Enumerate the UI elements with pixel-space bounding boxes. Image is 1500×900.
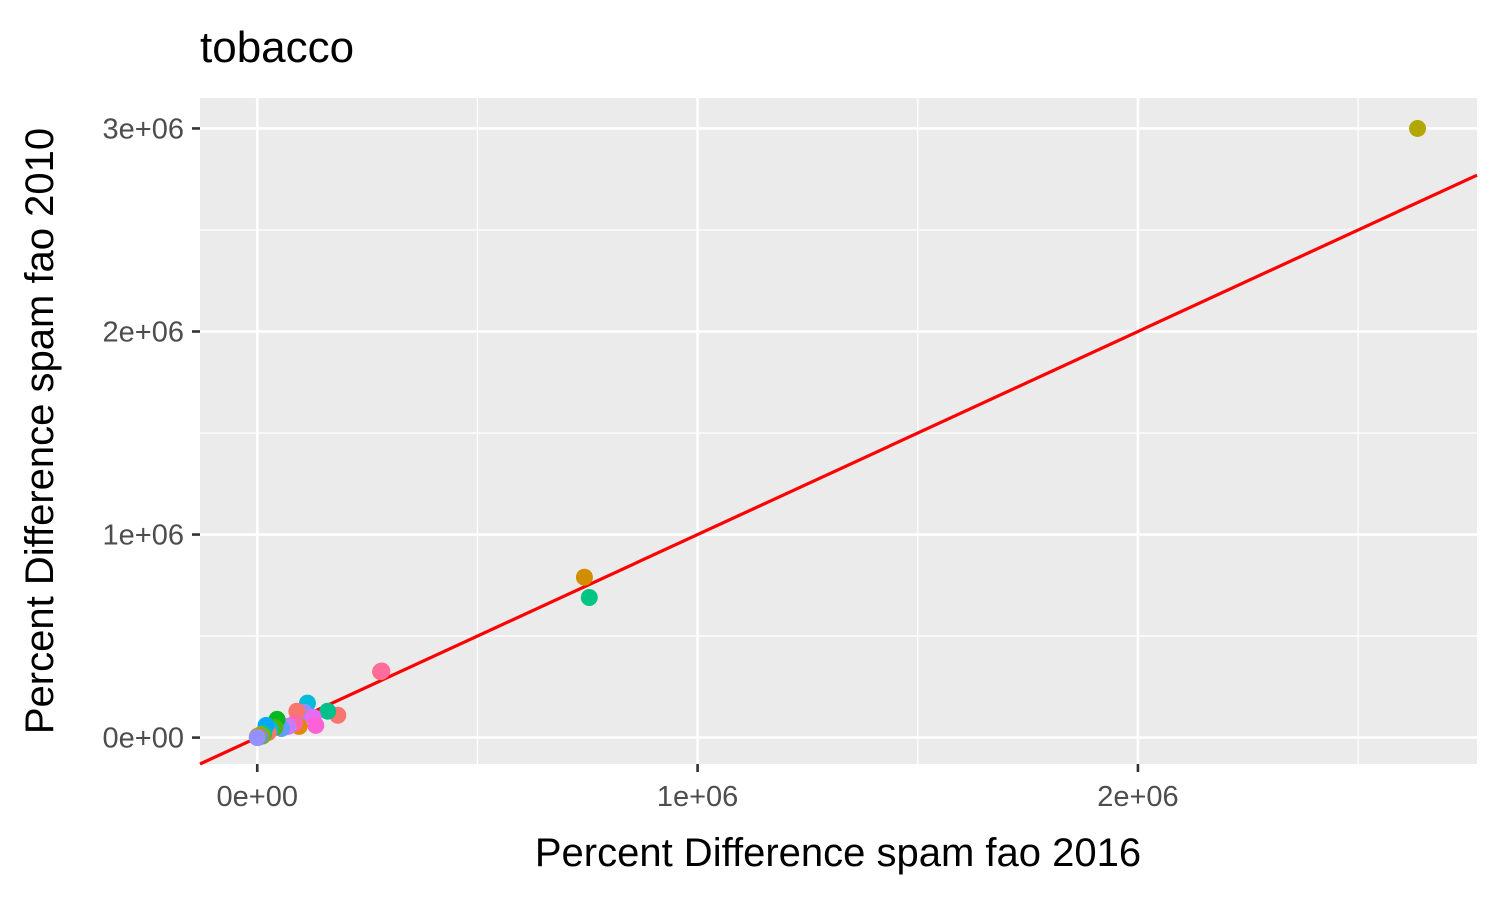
- plot-panel: [200, 98, 1477, 764]
- data-point: [1409, 119, 1427, 137]
- x-tick-label: 0e+00: [217, 781, 298, 813]
- y-tick-label: 0e+00: [103, 723, 184, 755]
- x-tick-label: 2e+06: [1097, 781, 1178, 813]
- data-point: [575, 568, 593, 586]
- data-point: [307, 716, 325, 734]
- data-points: [248, 119, 1427, 747]
- y-tick-label: 1e+06: [103, 520, 184, 552]
- minor-gridlines: [200, 98, 1477, 764]
- x-axis-ticks: 0e+00 1e+06 2e+06: [217, 764, 1179, 813]
- x-tick-label: 1e+06: [657, 781, 738, 813]
- x-axis-title: Percent Difference spam fao 2016: [535, 831, 1141, 875]
- data-point: [580, 589, 598, 606]
- reference-line-layer: [199, 173, 1478, 766]
- y-axis-ticks: 0e+00 1e+06 2e+06 3e+06: [103, 113, 200, 755]
- data-point: [319, 702, 337, 720]
- y-axis-title: Percent Difference spam fao 2010: [18, 128, 62, 734]
- y-tick-label: 2e+06: [103, 317, 184, 349]
- major-gridlines: [200, 98, 1477, 764]
- y-tick-label: 3e+06: [103, 113, 184, 145]
- data-point: [248, 729, 266, 747]
- chart-title: tobacco: [200, 23, 354, 72]
- reference-line: [199, 173, 1478, 766]
- data-point: [373, 662, 391, 680]
